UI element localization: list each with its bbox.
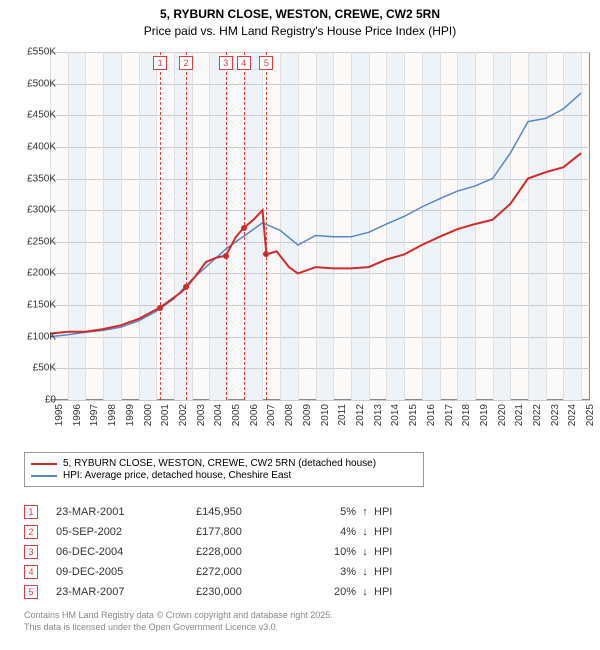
x-axis-tick: 2020 — [497, 404, 508, 426]
event-date: 23-MAR-2007 — [56, 586, 196, 598]
x-axis-tick: 2016 — [426, 404, 437, 426]
event-marker-box: 1 — [153, 56, 167, 70]
x-axis-tick: 2014 — [390, 404, 401, 426]
y-axis-tick: £150K — [12, 300, 56, 311]
legend-label: HPI: Average price, detached house, Ches… — [63, 470, 291, 481]
event-date: 05-SEP-2002 — [56, 526, 196, 538]
footer-line: Contains HM Land Registry data © Crown c… — [24, 610, 333, 622]
x-axis-tick: 2002 — [178, 404, 189, 426]
event-number-box: 2 — [24, 525, 38, 539]
x-axis-tick: 1998 — [107, 404, 118, 426]
event-direction-icon: ↓ — [356, 566, 374, 578]
event-tag: HPI — [374, 546, 414, 558]
chart-title-line1: 5, RYBURN CLOSE, WESTON, CREWE, CW2 5RN — [0, 6, 600, 23]
chart-lines-svg — [50, 52, 590, 400]
event-number-box: 4 — [24, 565, 38, 579]
event-direction-icon: ↓ — [356, 526, 374, 538]
x-axis-tick: 2011 — [337, 404, 348, 426]
chart-plot-area: 12 345 — [50, 52, 590, 400]
events-table: 123-MAR-2001£145,9505%↑HPI205-SEP-2002£1… — [24, 502, 414, 602]
x-axis-tick: 2019 — [479, 404, 490, 426]
x-axis-tick: 2022 — [532, 404, 543, 426]
x-axis-tick: 2017 — [444, 404, 455, 426]
x-axis-tick: 2009 — [302, 404, 313, 426]
x-axis-tick: 2008 — [284, 404, 295, 426]
legend-label: 5, RYBURN CLOSE, WESTON, CREWE, CW2 5RN … — [63, 458, 376, 469]
x-axis-tick: 2010 — [320, 404, 331, 426]
event-number-box: 1 — [24, 505, 38, 519]
x-axis-tick: 1997 — [89, 404, 100, 426]
legend-swatch — [31, 463, 57, 465]
event-marker-box: 2 — [179, 56, 193, 70]
x-axis-tick: 2015 — [408, 404, 419, 426]
event-row: 4 09-DEC-2005£272,0003%↓HPI — [24, 562, 414, 582]
y-axis-tick: £200K — [12, 268, 56, 279]
y-axis-tick: £300K — [12, 205, 56, 216]
x-axis-tick: 2001 — [160, 404, 171, 426]
event-row: 3 06-DEC-2004£228,00010%↓HPI — [24, 542, 414, 562]
footer-line: This data is licensed under the Open Gov… — [24, 622, 333, 634]
x-axis-tick: 2007 — [266, 404, 277, 426]
event-pct: 5% — [306, 506, 356, 518]
x-axis-tick: 2013 — [373, 404, 384, 426]
x-axis-tick: 2006 — [249, 404, 260, 426]
y-axis-tick: £350K — [12, 173, 56, 184]
chart-title-line2: Price paid vs. HM Land Registry's House … — [0, 23, 600, 40]
legend-item: HPI: Average price, detached house, Ches… — [31, 470, 417, 481]
y-axis-tick: £400K — [12, 141, 56, 152]
event-marker-box: 5 — [259, 56, 273, 70]
event-price: £177,800 — [196, 526, 306, 538]
chart-legend: 5, RYBURN CLOSE, WESTON, CREWE, CW2 5RN … — [24, 452, 424, 487]
footer-attribution: Contains HM Land Registry data © Crown c… — [24, 610, 333, 633]
x-axis-tick: 2005 — [231, 404, 242, 426]
event-direction-icon: ↑ — [356, 506, 374, 518]
event-marker-box: 4 — [237, 56, 251, 70]
y-axis-tick: £250K — [12, 236, 56, 247]
x-axis-tick: 2023 — [550, 404, 561, 426]
y-axis-tick: £500K — [12, 78, 56, 89]
x-axis-tick: 1995 — [54, 404, 65, 426]
event-pct: 3% — [306, 566, 356, 578]
event-tag: HPI — [374, 586, 414, 598]
x-axis-tick: 2021 — [514, 404, 525, 426]
event-date: 09-DEC-2005 — [56, 566, 196, 578]
event-price: £272,000 — [196, 566, 306, 578]
x-axis-tick: 2012 — [355, 404, 366, 426]
event-row: 5 23-MAR-2007£230,00020%↓HPI — [24, 582, 414, 602]
event-direction-icon: ↓ — [356, 586, 374, 598]
event-row: 1 23-MAR-2001£145,9505%↑HPI — [24, 502, 414, 522]
x-axis-tick: 1996 — [72, 404, 83, 426]
y-axis-tick: £100K — [12, 331, 56, 342]
x-axis-tick: 2004 — [213, 404, 224, 426]
event-number-box: 5 — [24, 585, 38, 599]
event-date: 06-DEC-2004 — [56, 546, 196, 558]
x-axis-tick: 2003 — [196, 404, 207, 426]
event-price: £228,000 — [196, 546, 306, 558]
x-axis-tick: 1999 — [125, 404, 136, 426]
event-tag: HPI — [374, 526, 414, 538]
legend-item: 5, RYBURN CLOSE, WESTON, CREWE, CW2 5RN … — [31, 458, 417, 469]
event-row: 2 05-SEP-2002£177,8004%↓HPI — [24, 522, 414, 542]
event-price: £145,950 — [196, 506, 306, 518]
y-axis-tick: £0 — [12, 395, 56, 406]
y-axis-tick: £550K — [12, 47, 56, 58]
event-date: 23-MAR-2001 — [56, 506, 196, 518]
x-axis-tick: 2018 — [461, 404, 472, 426]
x-axis-tick: 2024 — [567, 404, 578, 426]
y-axis-tick: £450K — [12, 110, 56, 121]
event-pct: 20% — [306, 586, 356, 598]
event-pct: 4% — [306, 526, 356, 538]
x-axis-tick: 2000 — [143, 404, 154, 426]
event-number-box: 3 — [24, 545, 38, 559]
event-tag: HPI — [374, 566, 414, 578]
event-marker-box: 3 — [219, 56, 233, 70]
legend-swatch — [31, 475, 57, 477]
x-axis-tick: 2025 — [585, 404, 596, 426]
event-tag: HPI — [374, 506, 414, 518]
event-price: £230,000 — [196, 586, 306, 598]
y-axis-tick: £50K — [12, 363, 56, 374]
event-direction-icon: ↓ — [356, 546, 374, 558]
event-pct: 10% — [306, 546, 356, 558]
